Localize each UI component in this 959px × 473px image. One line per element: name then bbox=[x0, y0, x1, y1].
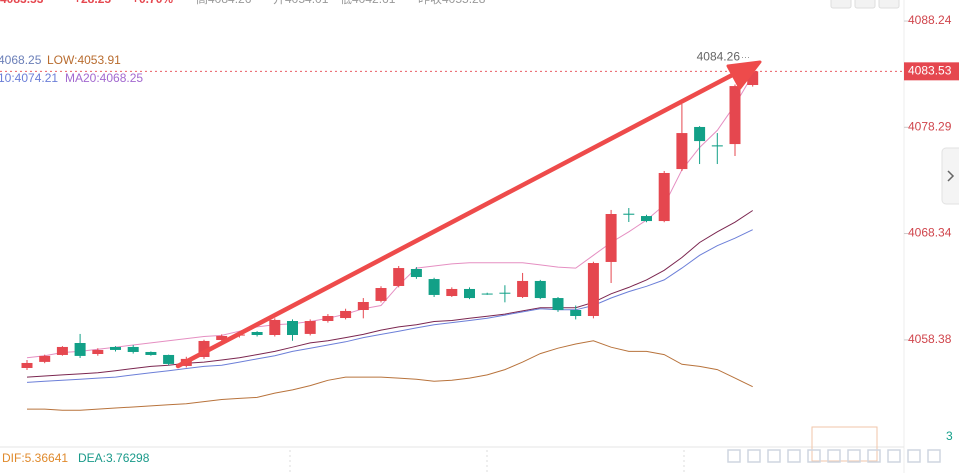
candle-body bbox=[729, 86, 741, 145]
candle-body bbox=[375, 288, 387, 301]
candle-body bbox=[499, 292, 511, 294]
y-tick-label: 4068.34 bbox=[908, 226, 952, 240]
candle-body bbox=[198, 340, 210, 357]
candle-body bbox=[127, 346, 139, 352]
candle-body bbox=[357, 301, 369, 311]
candle-body bbox=[658, 172, 670, 222]
candle-body bbox=[641, 216, 652, 222]
candle-body bbox=[570, 310, 582, 316]
quote-field: 高4084.26 bbox=[196, 0, 252, 6]
candle-body bbox=[145, 351, 157, 355]
candle-body bbox=[21, 362, 33, 368]
candle-body bbox=[481, 293, 493, 295]
candle-body bbox=[56, 346, 68, 355]
ma-line bbox=[27, 340, 753, 411]
candle-body bbox=[694, 126, 706, 142]
ma-line bbox=[26, 210, 753, 378]
legend-item: MA20:4068.25 bbox=[65, 71, 143, 85]
expand-icon bbox=[947, 170, 955, 182]
candle-body bbox=[269, 319, 281, 335]
candle-body bbox=[428, 279, 440, 295]
candle-body bbox=[92, 349, 104, 355]
candle-body bbox=[446, 288, 458, 297]
candle-body bbox=[517, 280, 529, 297]
y-tick-label: 4058.38 bbox=[908, 332, 952, 346]
ma-line bbox=[26, 74, 754, 359]
candle-body bbox=[163, 354, 175, 364]
last-price-box bbox=[904, 62, 959, 81]
watermark bbox=[727, 449, 941, 463]
candle-body bbox=[552, 298, 564, 311]
candle-body bbox=[340, 310, 352, 319]
candle-body bbox=[711, 145, 723, 147]
candle-body bbox=[110, 346, 121, 350]
candle-body bbox=[747, 71, 759, 86]
quote-field: +0.70% bbox=[132, 0, 173, 6]
ma-line bbox=[26, 229, 753, 383]
y-tick-label: 4088.24 bbox=[908, 13, 952, 27]
toolbar[interactable] bbox=[830, 0, 900, 9]
candle-body bbox=[393, 268, 405, 286]
selection-box bbox=[811, 426, 878, 462]
indicator-label: DIF:5.36641 bbox=[2, 451, 68, 465]
candle-body bbox=[587, 263, 599, 316]
legend-item: LOW:4053.91 bbox=[47, 53, 121, 67]
candle-body bbox=[623, 213, 635, 215]
candle-body bbox=[322, 315, 334, 322]
candle-body bbox=[216, 335, 228, 341]
y-tick-label: 4078.29 bbox=[908, 119, 952, 133]
candle-body bbox=[605, 214, 617, 262]
candle-body bbox=[534, 280, 546, 299]
trend-arrow bbox=[175, 69, 741, 369]
high-label: 4084.26 bbox=[697, 50, 741, 64]
indicator-label: DEA:3.76298 bbox=[78, 451, 150, 465]
candle-body bbox=[304, 321, 316, 334]
candle-body bbox=[39, 355, 51, 362]
candle-body bbox=[251, 332, 263, 335]
candle-body bbox=[410, 269, 422, 278]
quote-field: 低4042.61 bbox=[340, 0, 396, 6]
tool-button[interactable] bbox=[854, 0, 876, 9]
candle-body bbox=[676, 133, 688, 170]
candle-body bbox=[464, 288, 475, 299]
quote-field: +28.25 bbox=[74, 0, 111, 6]
trend-arrow-head bbox=[726, 60, 762, 90]
last-price-label: 4083.53 bbox=[908, 64, 952, 78]
legend-item: 10:4074.21 bbox=[0, 71, 58, 85]
quote-field: 开4054.01 bbox=[273, 0, 329, 6]
indicator-tick-label: 3 bbox=[946, 429, 953, 443]
candle-body bbox=[74, 343, 86, 356]
legend-item: 4068.25 bbox=[0, 53, 42, 67]
tool-button[interactable] bbox=[878, 0, 900, 9]
expand-tab[interactable] bbox=[941, 147, 959, 205]
time-dividers bbox=[289, 450, 685, 473]
expand-button[interactable] bbox=[941, 147, 959, 205]
quote-field: 昨收4055.28 bbox=[418, 0, 486, 6]
quote-field: 4083.53 bbox=[0, 0, 44, 6]
candle-body bbox=[287, 321, 298, 335]
tool-button[interactable] bbox=[830, 0, 852, 9]
